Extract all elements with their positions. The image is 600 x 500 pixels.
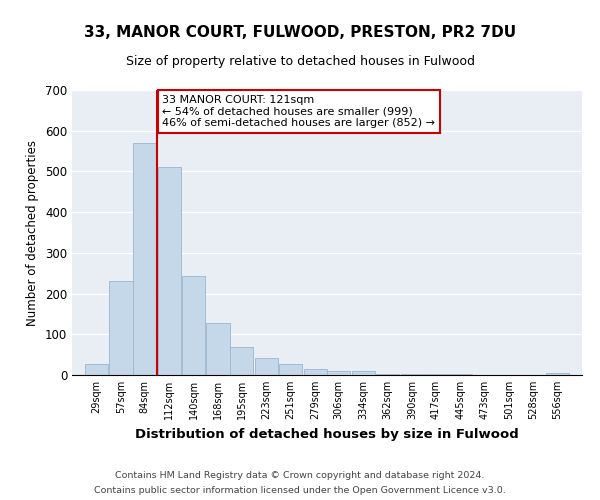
Bar xyxy=(449,374,472,375)
Text: Size of property relative to detached houses in Fulwood: Size of property relative to detached ho… xyxy=(125,55,475,68)
X-axis label: Distribution of detached houses by size in Fulwood: Distribution of detached houses by size … xyxy=(135,428,519,440)
Text: Contains public sector information licensed under the Open Government Licence v3: Contains public sector information licen… xyxy=(94,486,506,495)
Y-axis label: Number of detached properties: Number of detached properties xyxy=(26,140,40,326)
Bar xyxy=(546,373,569,375)
Bar xyxy=(85,364,108,375)
Bar xyxy=(279,364,302,375)
Text: 33, MANOR COURT, FULWOOD, PRESTON, PR2 7DU: 33, MANOR COURT, FULWOOD, PRESTON, PR2 7… xyxy=(84,25,516,40)
Bar xyxy=(327,371,350,375)
Bar xyxy=(352,371,375,375)
Bar xyxy=(158,168,181,375)
Bar xyxy=(182,276,205,375)
Bar xyxy=(401,374,424,375)
Bar xyxy=(304,370,327,375)
Bar xyxy=(254,358,278,375)
Bar xyxy=(230,346,253,375)
Text: Contains HM Land Registry data © Crown copyright and database right 2024.: Contains HM Land Registry data © Crown c… xyxy=(115,471,485,480)
Text: 33 MANOR COURT: 121sqm
← 54% of detached houses are smaller (999)
46% of semi-de: 33 MANOR COURT: 121sqm ← 54% of detached… xyxy=(162,95,435,128)
Bar xyxy=(424,374,448,375)
Bar xyxy=(109,280,133,375)
Bar xyxy=(133,143,156,375)
Bar xyxy=(376,374,400,375)
Bar xyxy=(206,324,230,375)
